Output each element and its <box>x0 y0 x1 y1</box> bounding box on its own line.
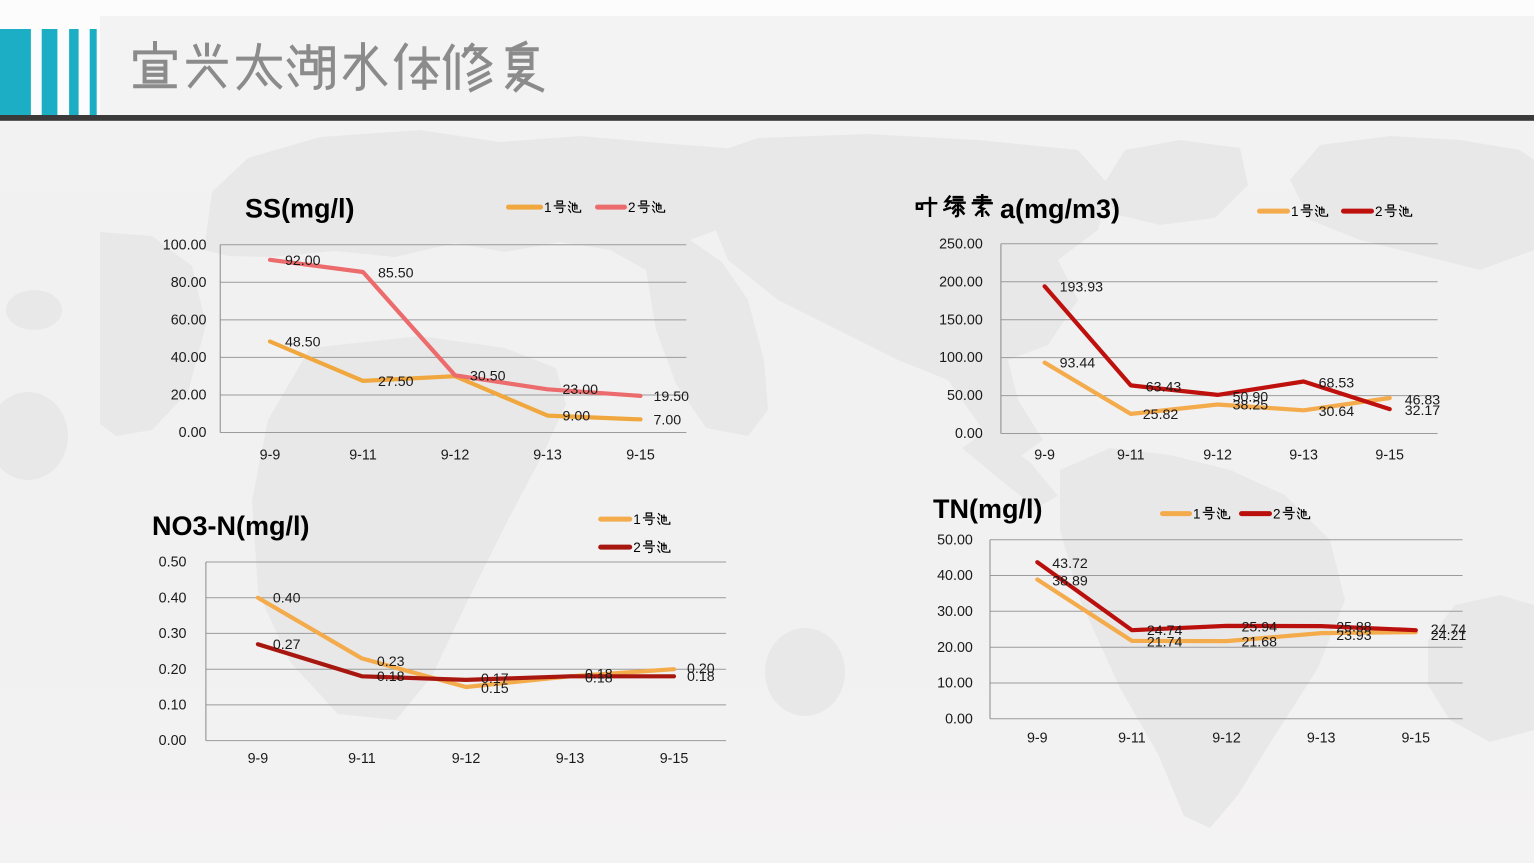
svg-text:9-11: 9-11 <box>1117 448 1145 464</box>
svg-text:9-9: 9-9 <box>248 751 269 767</box>
svg-text:0.23: 0.23 <box>377 654 405 670</box>
svg-text:32.17: 32.17 <box>1405 403 1441 419</box>
svg-text:0.40: 0.40 <box>273 591 301 607</box>
svg-text:9-11: 9-11 <box>1118 731 1146 747</box>
svg-text:9-12: 9-12 <box>441 448 470 464</box>
svg-text:24.21: 24.21 <box>1431 628 1467 644</box>
svg-text:24.74: 24.74 <box>1431 622 1467 638</box>
svg-text:0.40: 0.40 <box>159 590 187 606</box>
svg-text:48.50: 48.50 <box>285 334 321 350</box>
svg-text:20.00: 20.00 <box>937 640 973 656</box>
svg-text:9-9: 9-9 <box>260 448 281 464</box>
svg-text:92.00: 92.00 <box>285 253 321 269</box>
svg-text:9-12: 9-12 <box>452 751 481 767</box>
svg-text:1: 1 <box>633 512 641 527</box>
svg-text:9-13: 9-13 <box>1307 731 1336 747</box>
svg-text:68.53: 68.53 <box>1319 375 1355 391</box>
svg-text:9-12: 9-12 <box>1203 448 1232 464</box>
svg-text:9-9: 9-9 <box>1034 448 1055 464</box>
svg-text:0.18: 0.18 <box>585 671 613 687</box>
svg-text:20.00: 20.00 <box>171 388 207 404</box>
svg-text:0.18: 0.18 <box>687 669 715 685</box>
svg-text:0.17: 0.17 <box>481 671 509 687</box>
svg-text:NO3-N(mg/l): NO3-N(mg/l) <box>152 511 310 541</box>
svg-text:9-15: 9-15 <box>626 448 655 464</box>
svg-text:TN(mg/l): TN(mg/l) <box>933 494 1042 524</box>
svg-text:19.50: 19.50 <box>654 389 690 405</box>
svg-text:9-12: 9-12 <box>1212 731 1241 747</box>
svg-text:9-15: 9-15 <box>1401 731 1430 747</box>
svg-text:0.10: 0.10 <box>159 698 187 714</box>
svg-text:193.93: 193.93 <box>1060 280 1104 296</box>
svg-text:1: 1 <box>1193 506 1201 521</box>
svg-text:a(mg/m3): a(mg/m3) <box>1000 194 1120 224</box>
svg-text:21.74: 21.74 <box>1147 634 1183 650</box>
svg-text:85.50: 85.50 <box>378 265 414 281</box>
svg-text:9-13: 9-13 <box>533 448 562 464</box>
svg-text:0.27: 0.27 <box>273 637 301 653</box>
svg-text:10.00: 10.00 <box>937 676 973 692</box>
svg-text:9-13: 9-13 <box>556 751 585 767</box>
svg-text:2: 2 <box>628 200 636 215</box>
svg-text:30.50: 30.50 <box>470 369 506 385</box>
svg-text:60.00: 60.00 <box>171 313 207 329</box>
svg-text:30.64: 30.64 <box>1319 404 1355 420</box>
svg-text:2: 2 <box>633 540 641 555</box>
svg-text:30.00: 30.00 <box>937 604 973 620</box>
svg-text:SS(mg/l): SS(mg/l) <box>245 194 355 224</box>
svg-text:2: 2 <box>1375 204 1383 219</box>
svg-text:43.72: 43.72 <box>1052 556 1088 572</box>
svg-text:200.00: 200.00 <box>939 274 983 290</box>
svg-text:1: 1 <box>544 200 552 215</box>
svg-text:9-15: 9-15 <box>1375 448 1404 464</box>
svg-text:100.00: 100.00 <box>163 237 207 253</box>
svg-text:1: 1 <box>1291 204 1299 219</box>
svg-text:0.00: 0.00 <box>955 426 983 442</box>
svg-text:23.00: 23.00 <box>563 382 599 398</box>
svg-text:25.88: 25.88 <box>1336 620 1372 636</box>
svg-text:50.00: 50.00 <box>937 532 973 548</box>
svg-text:21.68: 21.68 <box>1242 635 1278 651</box>
svg-text:24.74: 24.74 <box>1147 623 1183 639</box>
svg-text:2: 2 <box>1273 506 1281 521</box>
svg-text:9-11: 9-11 <box>348 751 376 767</box>
svg-text:0.30: 0.30 <box>159 626 187 642</box>
svg-text:25.94: 25.94 <box>1242 619 1278 635</box>
svg-text:25.82: 25.82 <box>1143 407 1179 423</box>
svg-text:100.00: 100.00 <box>939 350 983 366</box>
svg-text:150.00: 150.00 <box>939 312 983 328</box>
svg-text:0.18: 0.18 <box>377 669 405 685</box>
svg-text:0.00: 0.00 <box>179 425 207 441</box>
svg-text:93.44: 93.44 <box>1060 356 1096 372</box>
svg-text:0.00: 0.00 <box>945 711 973 727</box>
svg-text:9-15: 9-15 <box>660 751 689 767</box>
svg-text:9-13: 9-13 <box>1289 448 1318 464</box>
svg-text:250.00: 250.00 <box>939 236 983 252</box>
svg-text:40.00: 40.00 <box>937 568 973 584</box>
svg-text:27.50: 27.50 <box>378 374 414 390</box>
svg-text:38.89: 38.89 <box>1052 573 1088 589</box>
svg-text:7.00: 7.00 <box>654 412 682 428</box>
svg-text:46.83: 46.83 <box>1405 392 1441 408</box>
svg-text:63.43: 63.43 <box>1146 379 1182 395</box>
svg-text:9-9: 9-9 <box>1027 731 1048 747</box>
svg-text:0.15: 0.15 <box>481 681 509 697</box>
svg-text:0.50: 0.50 <box>159 555 187 571</box>
svg-text:40.00: 40.00 <box>171 350 207 366</box>
svg-text:0.18: 0.18 <box>585 667 613 683</box>
svg-text:9.00: 9.00 <box>563 409 591 425</box>
svg-text:80.00: 80.00 <box>171 275 207 291</box>
svg-text:9-11: 9-11 <box>349 448 377 464</box>
svg-text:50.00: 50.00 <box>947 388 983 404</box>
svg-text:50.90: 50.90 <box>1233 389 1269 405</box>
svg-text:0.20: 0.20 <box>687 661 715 677</box>
svg-text:0.20: 0.20 <box>159 662 187 678</box>
svg-text:0.00: 0.00 <box>159 733 187 749</box>
svg-text:23.93: 23.93 <box>1336 628 1372 644</box>
svg-text:38.25: 38.25 <box>1233 397 1269 413</box>
